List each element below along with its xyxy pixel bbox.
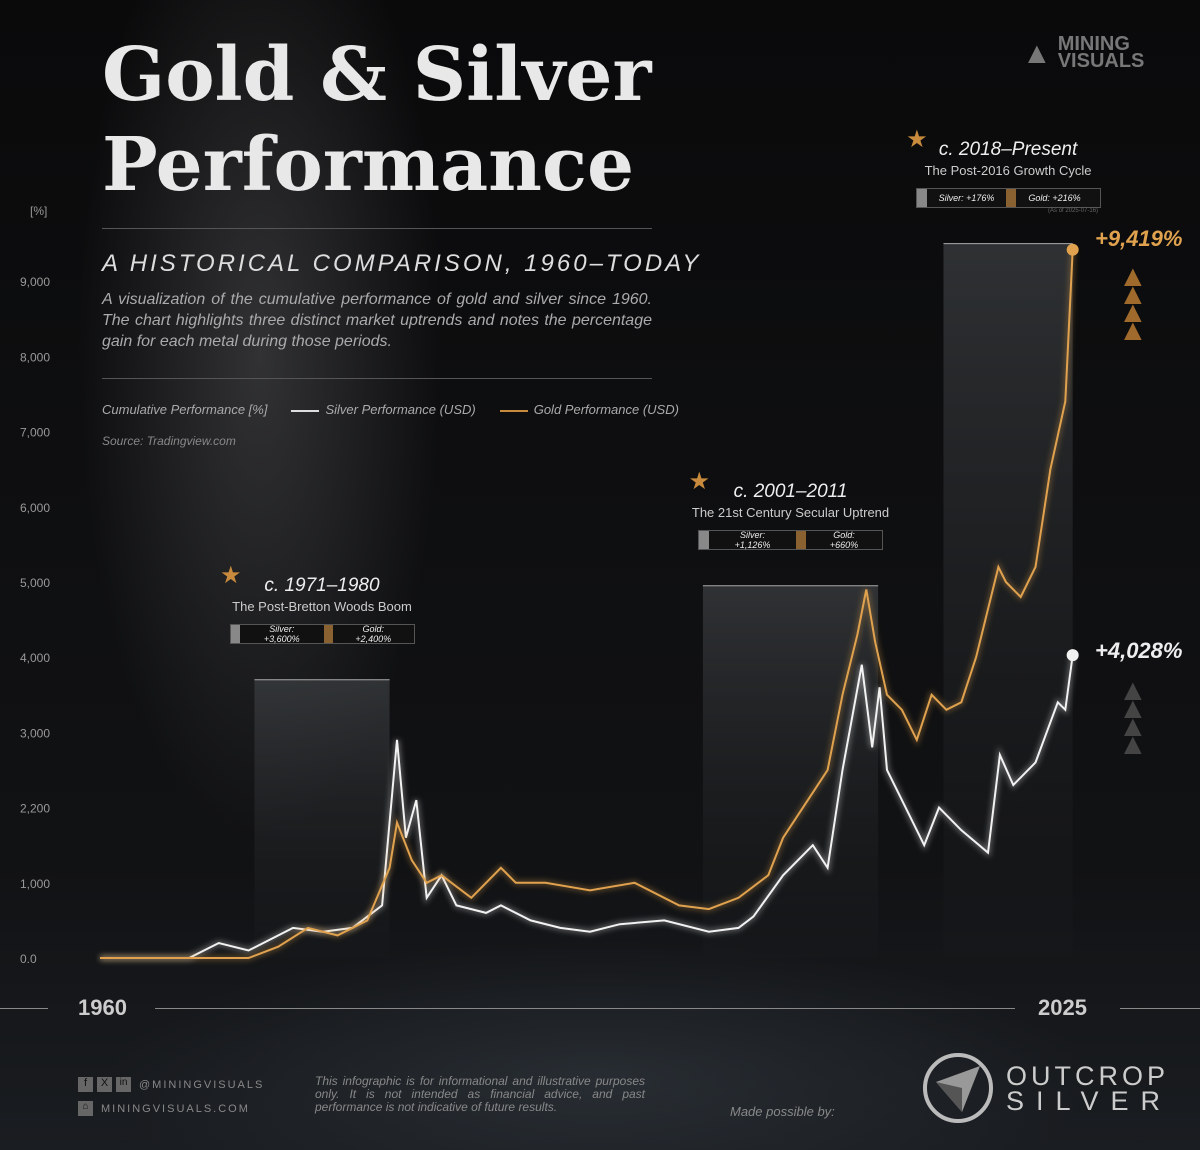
mining-visuals-logo: ▲ MINING VISUALS bbox=[1022, 33, 1145, 72]
period-highlight bbox=[943, 243, 1073, 959]
gold-up-arrows-icon: ▲ ▲ ▲ ▲ bbox=[1118, 260, 1148, 347]
website-link[interactable]: MININGVISUALS.COM bbox=[101, 1102, 250, 1115]
gold-gain: Gold: +660% bbox=[829, 529, 859, 550]
period-annotation: ★ c. 1971–1980 The Post-Bretton Woods Boom… bbox=[212, 562, 432, 644]
period-highlight bbox=[702, 585, 879, 958]
divider bbox=[102, 378, 652, 379]
social-row: f X in @MININGVISUALS bbox=[78, 1077, 264, 1092]
y-tick-label: 8,000 bbox=[20, 350, 50, 364]
social-handle[interactable]: @MININGVISUALS bbox=[139, 1078, 265, 1091]
gold-end-label: +9,419% bbox=[1095, 226, 1183, 251]
gold-gain: Gold: +216% bbox=[1028, 192, 1081, 203]
facebook-icon[interactable]: f bbox=[78, 1077, 93, 1092]
y-tick-label: 6,000 bbox=[20, 501, 50, 515]
outcrop-logo-icon bbox=[923, 1053, 993, 1123]
y-tick-label: 7,000 bbox=[20, 426, 50, 440]
x-label-start: 1960 bbox=[78, 995, 127, 1020]
y-tick-label: 4,000 bbox=[20, 651, 50, 665]
silver-line bbox=[100, 654, 1074, 959]
outcrop-silver-logo: OUTCROP SILVER bbox=[922, 1052, 1165, 1129]
period-annotation: ★ c. 2001–2011 The 21st Century Secular Up… bbox=[688, 467, 890, 550]
y-tick-label: 1,000 bbox=[20, 877, 50, 891]
silver-line-glow bbox=[100, 654, 1076, 961]
legend-title: Cumulative Performance [%] bbox=[102, 402, 268, 417]
website-row: ⌂ MININGVISUALS.COM bbox=[78, 1101, 250, 1116]
home-icon: ⌂ bbox=[78, 1101, 93, 1116]
subtitle: A HISTORICAL COMPARISON, 1960–TODAY bbox=[102, 250, 702, 277]
source: Source: Tradingview.com bbox=[102, 434, 236, 448]
y-tick-label: 2,200 bbox=[20, 802, 50, 816]
y-tick-label: 9,000 bbox=[20, 275, 50, 289]
y-tick-label: 3,000 bbox=[20, 726, 50, 740]
disclaimer: This infographic is for informational an… bbox=[315, 1074, 645, 1114]
gold-end-point bbox=[1066, 243, 1079, 256]
silver-end-label: +4,028% bbox=[1095, 638, 1183, 663]
description: A visualization of the cumulative perfor… bbox=[102, 291, 652, 350]
axis-line bbox=[0, 1008, 48, 1009]
silver-gain: Silver: +176% bbox=[938, 192, 995, 203]
y-tick-label: 0.0 bbox=[20, 952, 37, 966]
y-axis-label: [%] bbox=[30, 204, 47, 218]
period-annotation: ★ c. 2018–Present The Post-2016 Growth Cyc… bbox=[898, 126, 1118, 214]
gold-line bbox=[100, 249, 1074, 959]
legend-silver: Silver Performance (USD) bbox=[291, 402, 476, 417]
as-of-note: (As of 2025-07-16) bbox=[1048, 207, 1099, 214]
axis-line bbox=[155, 1008, 1015, 1009]
star-icon: ★ bbox=[906, 125, 928, 153]
divider bbox=[102, 228, 652, 229]
axis-line bbox=[1120, 1008, 1200, 1009]
legend-gold: Gold Performance (USD) bbox=[499, 402, 679, 417]
period-highlight bbox=[254, 679, 390, 958]
silver-gain: Silver: +3,600% bbox=[263, 623, 300, 644]
legend: Cumulative Performance [%] Silver Perfor… bbox=[102, 402, 679, 417]
logo-mountain-icon: ▲ bbox=[1022, 36, 1052, 70]
made-possible-by: Made possible by: bbox=[730, 1104, 835, 1119]
y-tick-label: 5,000 bbox=[20, 576, 50, 590]
linkedin-icon[interactable]: in bbox=[116, 1077, 131, 1092]
gold-gain: Gold: +2,400% bbox=[355, 623, 392, 644]
star-icon: ★ bbox=[220, 561, 242, 589]
star-icon: ★ bbox=[688, 467, 711, 495]
x-label-end: 2025 bbox=[1038, 995, 1087, 1020]
silver-up-arrows-icon: ▲ ▲ ▲ ▲ bbox=[1118, 674, 1148, 761]
page-title: Gold & Silver Performance bbox=[102, 32, 652, 208]
silver-end-point bbox=[1066, 649, 1079, 662]
x-icon[interactable]: X bbox=[97, 1077, 112, 1092]
silver-gain: Silver: +1,126% bbox=[734, 529, 771, 550]
